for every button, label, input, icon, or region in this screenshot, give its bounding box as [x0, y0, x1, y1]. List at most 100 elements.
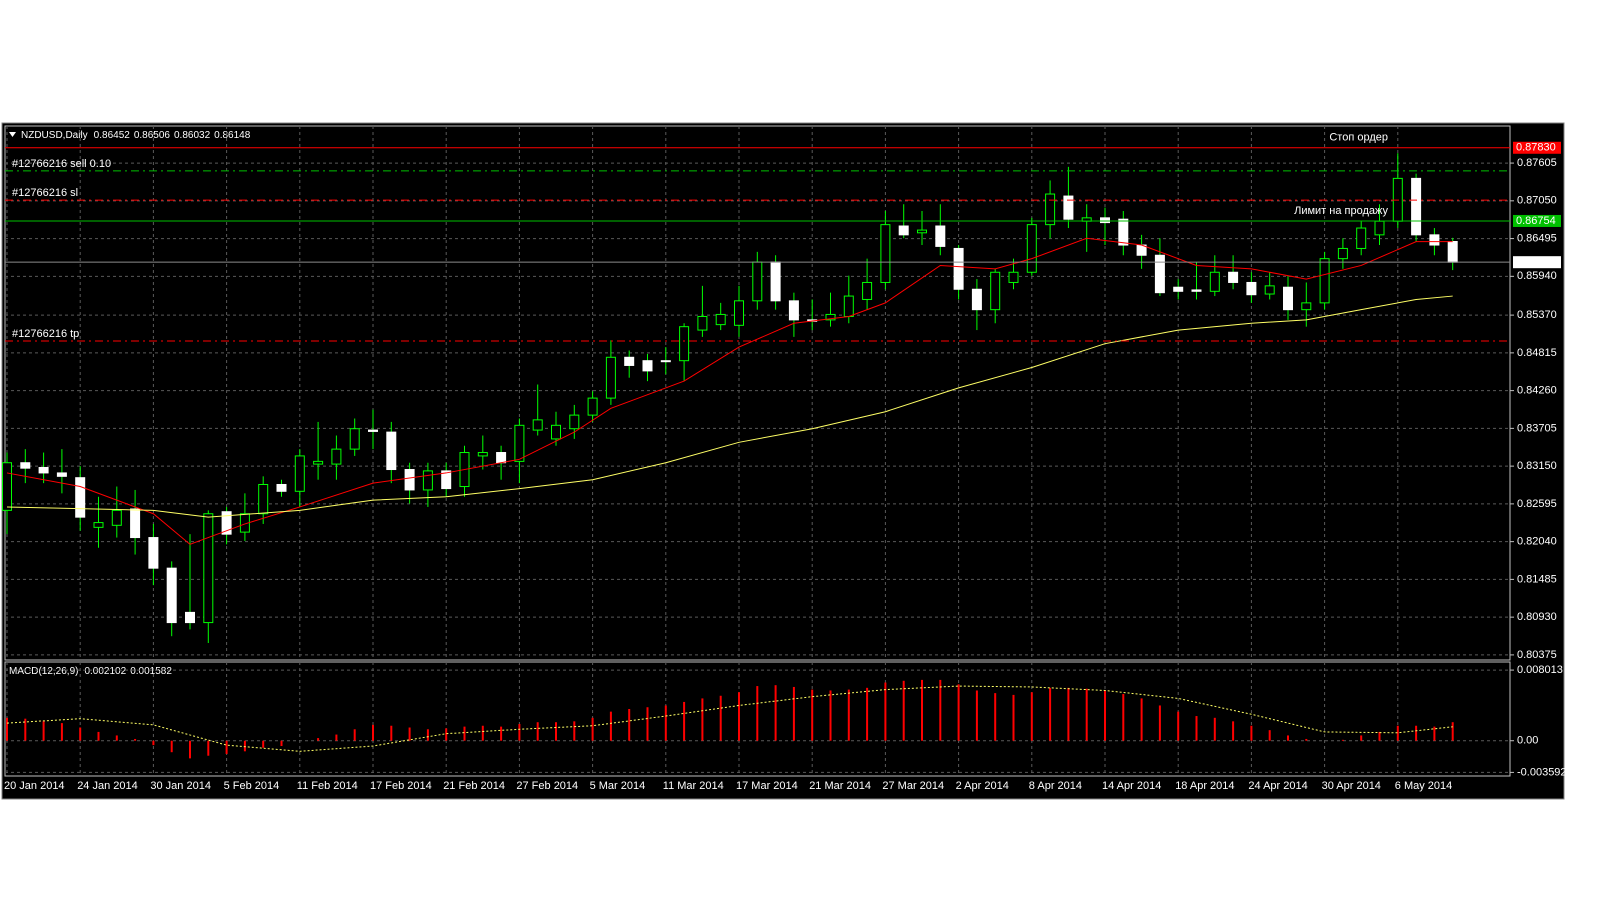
x-tick-label: 27 Feb 2014 [516, 780, 578, 792]
candle-body [1283, 286, 1293, 311]
macd-bar [847, 689, 850, 741]
macd-bar [152, 740, 155, 746]
macd-bar [701, 698, 704, 741]
candle-body [569, 414, 580, 430]
macd-bar [591, 717, 594, 741]
x-tick-label: 17 Feb 2014 [370, 780, 432, 792]
macd-bar [921, 679, 923, 741]
y-tick-label: 0.008013 [1517, 664, 1563, 676]
macd-bar [6, 717, 8, 741]
candle-body [532, 419, 543, 431]
candle-body [788, 300, 799, 321]
candle-body [1026, 224, 1037, 273]
macd-bar [426, 729, 429, 741]
level-label: #12766216 tp [12, 328, 79, 340]
macd-bar [957, 684, 960, 741]
x-tick-label: 18 Apr 2014 [1175, 780, 1234, 792]
x-tick-label: 21 Mar 2014 [809, 780, 871, 792]
candle-body [953, 247, 964, 290]
macd-bar [500, 726, 503, 741]
macd-bar [243, 740, 246, 752]
panel-header: NZDUSD,Daily 0.86452 0.86506 0.86032 0.86148 [21, 130, 251, 141]
candle-body [404, 469, 415, 491]
macd-bar [1140, 698, 1143, 741]
y-tick-label: 0.85940 [1517, 270, 1557, 282]
x-tick-label: 24 Jan 2014 [77, 780, 138, 792]
y-tick-label: 0.80375 [1517, 649, 1557, 661]
macd-bar [646, 707, 649, 741]
candle-body [770, 261, 781, 302]
panel-title: MACD(12,26,9) [9, 666, 78, 677]
y-tick-label: 0.84815 [1517, 347, 1557, 359]
macd-bar [262, 740, 265, 748]
macd-bar [207, 740, 210, 756]
main-panel [4, 125, 1511, 661]
macd-bar [738, 692, 740, 741]
header-value: 0.002102 [84, 666, 126, 677]
macd-bar [317, 738, 320, 741]
x-tick-label: 27 Mar 2014 [882, 780, 944, 792]
candle-body [551, 424, 561, 440]
macd-bar [518, 723, 521, 741]
panel-header: MACD(12,26,9) 0.002102 0.001582 [9, 666, 172, 677]
header-value: 0.86452 [94, 130, 131, 141]
candle-body [56, 472, 67, 477]
macd-bar [1030, 692, 1033, 741]
macd-bar [1012, 694, 1015, 741]
candle-body [1319, 258, 1330, 304]
header-value: 0.86506 [134, 130, 171, 141]
macd-bar [719, 695, 722, 741]
menu-arrow[interactable] [9, 132, 16, 137]
panel-title: NZDUSD,Daily [21, 130, 88, 141]
candle-body [1447, 241, 1458, 263]
candle-body [75, 477, 86, 518]
chart-frame [1, 122, 1565, 800]
candle-body [386, 431, 397, 471]
candle-body [349, 428, 360, 450]
macd-bar [1451, 722, 1454, 741]
x-tick-label: 30 Jan 2014 [150, 780, 211, 792]
candle-body [477, 452, 488, 457]
candle-body [734, 300, 744, 326]
level-label: #12766216 sell 0.10 [12, 158, 111, 170]
x-tick-label: 2 Apr 2014 [956, 780, 1009, 792]
candle-body [38, 466, 49, 474]
macd-bar [664, 705, 667, 741]
macd-bar [42, 721, 45, 741]
macd-bar [115, 735, 118, 741]
macd-bar [24, 718, 27, 741]
macd-bar [1250, 725, 1253, 741]
x-tick-label: 30 Apr 2014 [1322, 780, 1381, 792]
header-value: 0.001582 [130, 666, 172, 677]
macd-bar [1268, 730, 1271, 741]
y-tick-label: 0.85370 [1517, 309, 1557, 321]
candle-body [697, 315, 708, 331]
y-tick-label: 0.86495 [1517, 232, 1557, 244]
candle-body [1411, 177, 1422, 236]
macd-bar [170, 740, 173, 753]
macd-bar [97, 731, 100, 741]
macd-bar [280, 740, 283, 747]
candle-body [1154, 254, 1165, 294]
price-box [1513, 141, 1561, 154]
price-box-label: 0.87830 [1516, 142, 1556, 154]
macd-bar [994, 693, 997, 741]
level-annotation: Стоп ордер [1329, 132, 1388, 144]
candle-body [203, 513, 214, 624]
macd-bar [1341, 739, 1344, 741]
macd-bar [555, 722, 557, 741]
candle-body [898, 225, 909, 236]
candle-body [111, 509, 122, 526]
candle-body [20, 462, 31, 469]
macd-bar [1360, 735, 1363, 741]
candle-body [368, 429, 378, 432]
candle-body [862, 281, 873, 300]
candle-body [1173, 286, 1184, 292]
x-tick-label: 21 Feb 2014 [443, 780, 505, 792]
macd-bar [408, 727, 411, 741]
macd-bar [1232, 721, 1235, 741]
macd-bar [390, 725, 393, 741]
candle-body [679, 326, 690, 362]
price-box [1513, 256, 1561, 269]
candle-body [148, 537, 159, 569]
